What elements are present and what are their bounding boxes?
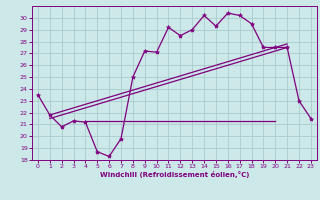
X-axis label: Windchill (Refroidissement éolien,°C): Windchill (Refroidissement éolien,°C) <box>100 171 249 178</box>
